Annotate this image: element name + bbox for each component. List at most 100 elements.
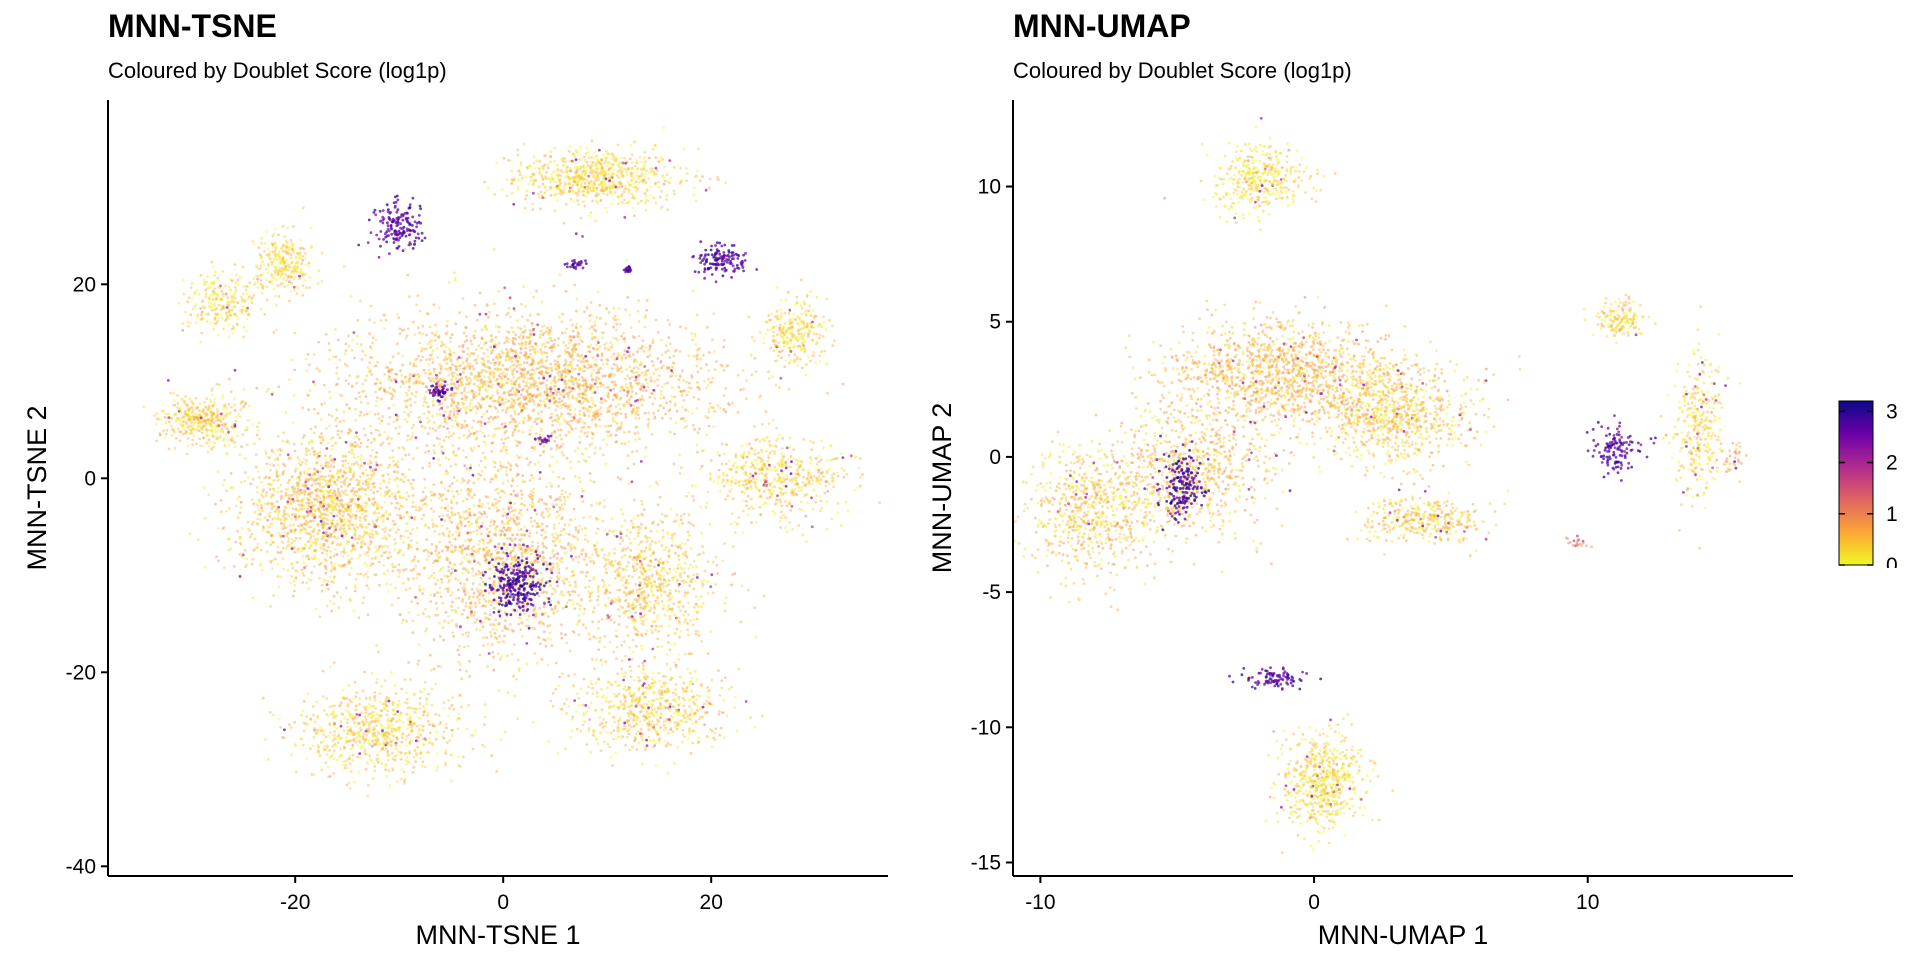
tsne-point xyxy=(187,409,191,412)
tsne-point xyxy=(637,334,641,338)
tsne-point xyxy=(557,387,560,391)
tsne-point xyxy=(638,155,642,159)
tsne-point xyxy=(760,438,764,442)
tsne-point xyxy=(312,353,316,356)
tsne-point xyxy=(290,269,294,273)
tsne-point xyxy=(569,355,573,359)
tsne-point xyxy=(539,190,543,194)
tsne-point xyxy=(405,420,409,424)
tsne-point xyxy=(334,355,338,359)
tsne-point xyxy=(399,226,402,230)
tsne-point xyxy=(550,339,554,343)
tsne-point xyxy=(290,246,293,250)
tsne-point xyxy=(809,458,813,462)
tsne-point xyxy=(584,447,588,451)
tsne-point xyxy=(828,318,831,322)
tsne-point xyxy=(563,181,567,185)
tsne-point xyxy=(561,376,565,379)
tsne-point xyxy=(566,406,570,410)
tsne-point xyxy=(532,403,536,406)
tsne-point xyxy=(191,307,195,311)
tsne-point xyxy=(648,185,652,189)
tsne-point xyxy=(202,424,206,427)
tsne-point xyxy=(708,402,712,405)
tsne-point xyxy=(456,360,460,364)
tsne-point xyxy=(586,188,590,192)
tsne-point xyxy=(211,434,215,438)
tsne-point xyxy=(665,194,669,198)
tsne-point xyxy=(220,316,224,320)
tsne-point xyxy=(524,175,528,179)
tsne-point xyxy=(598,304,602,307)
tsne-point xyxy=(211,425,215,429)
tsne-point xyxy=(460,426,464,430)
tsne-point xyxy=(213,274,217,277)
tsne-point xyxy=(750,373,754,377)
tsne-point xyxy=(600,352,604,356)
tsne-point xyxy=(584,152,588,156)
tsne-point xyxy=(454,377,458,380)
tsne-point xyxy=(825,527,829,531)
tsne-point xyxy=(594,163,597,167)
tsne-point xyxy=(644,446,648,449)
tsne-point xyxy=(294,261,298,265)
tsne-point xyxy=(582,356,585,360)
tsne-point xyxy=(760,471,764,475)
tsne-point xyxy=(679,325,682,329)
tsne-point xyxy=(272,268,276,272)
tsne-point xyxy=(805,493,809,496)
tsne-point xyxy=(553,384,556,388)
tsne-point xyxy=(555,393,559,396)
tsne-point xyxy=(546,166,550,170)
tsne-point xyxy=(458,372,462,376)
tsne-point xyxy=(378,209,382,213)
tsne-point xyxy=(595,154,599,158)
tsne-point xyxy=(256,277,260,281)
tsne-point xyxy=(611,171,614,175)
tsne-point xyxy=(276,258,279,262)
tsne-point xyxy=(558,400,561,404)
tsne-point xyxy=(376,396,379,400)
tsne-point xyxy=(478,387,481,391)
tsne-point xyxy=(566,174,570,178)
tsne-point xyxy=(528,432,532,436)
tsne-point xyxy=(787,353,791,357)
tsne-point xyxy=(598,418,601,422)
tsne-point xyxy=(428,426,432,430)
tsne-point xyxy=(509,403,513,407)
tsne-point xyxy=(789,317,793,321)
tsne-point xyxy=(506,352,509,356)
tsne-point xyxy=(532,161,536,165)
tsne-point xyxy=(376,378,380,382)
tsne-point xyxy=(384,232,387,236)
tsne-point xyxy=(208,293,212,297)
tsne-point xyxy=(644,181,648,184)
tsne-point xyxy=(593,150,597,154)
tsne-point xyxy=(268,280,271,283)
tsne-point xyxy=(175,418,179,422)
tsne-point xyxy=(432,457,436,460)
tsne-point xyxy=(358,395,362,398)
tsne-point xyxy=(404,337,408,340)
tsne-point xyxy=(657,180,661,184)
tsne-point xyxy=(283,249,287,253)
tsne-point xyxy=(609,404,613,407)
tsne-point xyxy=(797,486,800,489)
tsne-point xyxy=(651,167,654,171)
tsne-point xyxy=(282,277,285,281)
tsne-point xyxy=(770,449,774,453)
tsne-point xyxy=(574,367,577,371)
tsne-point xyxy=(541,178,545,181)
tsne-point xyxy=(591,185,595,189)
tsne-point xyxy=(202,307,206,310)
tsne-point xyxy=(670,395,674,398)
tsne-point xyxy=(418,309,422,313)
tsne-point xyxy=(567,150,571,153)
tsne-point xyxy=(483,422,487,425)
tsne-point xyxy=(791,528,794,531)
tsne-point xyxy=(556,364,560,368)
tsne-point xyxy=(468,376,471,380)
tsne-point xyxy=(443,417,446,421)
tsne-point xyxy=(233,368,237,372)
tsne-point xyxy=(449,382,453,386)
